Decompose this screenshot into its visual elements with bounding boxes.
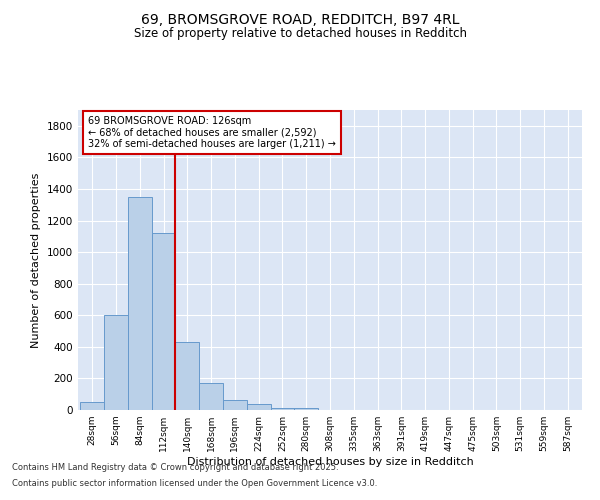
Text: Contains HM Land Registry data © Crown copyright and database right 2025.: Contains HM Land Registry data © Crown c… <box>12 464 338 472</box>
Bar <box>199 383 223 410</box>
Bar <box>271 408 295 410</box>
Bar <box>295 408 318 410</box>
Text: 69 BROMSGROVE ROAD: 126sqm
← 68% of detached houses are smaller (2,592)
32% of s: 69 BROMSGROVE ROAD: 126sqm ← 68% of deta… <box>88 116 336 149</box>
Text: 69, BROMSGROVE ROAD, REDDITCH, B97 4RL: 69, BROMSGROVE ROAD, REDDITCH, B97 4RL <box>141 12 459 26</box>
Text: Contains public sector information licensed under the Open Government Licence v3: Contains public sector information licen… <box>12 478 377 488</box>
Bar <box>152 233 175 410</box>
Text: Size of property relative to detached houses in Redditch: Size of property relative to detached ho… <box>133 28 467 40</box>
Y-axis label: Number of detached properties: Number of detached properties <box>31 172 41 348</box>
Bar <box>80 402 104 410</box>
Bar <box>247 404 271 410</box>
Bar <box>128 197 152 410</box>
Bar <box>104 316 128 410</box>
Bar <box>175 342 199 410</box>
Bar <box>223 400 247 410</box>
X-axis label: Distribution of detached houses by size in Redditch: Distribution of detached houses by size … <box>187 457 473 467</box>
